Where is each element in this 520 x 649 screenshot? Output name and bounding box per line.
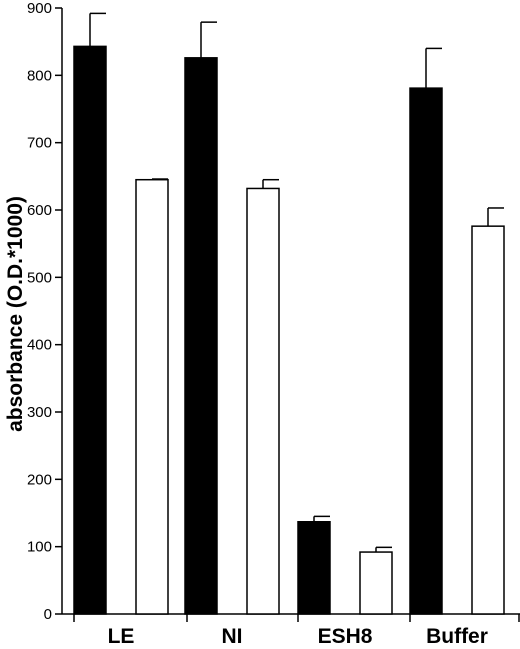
x-category-label: NI <box>222 625 243 648</box>
y-tick-label: 500 <box>27 269 52 286</box>
bar-esh8-white <box>359 551 393 615</box>
y-tick-label: 800 <box>27 67 52 84</box>
x-category-label: ESH8 <box>318 625 373 648</box>
bar-ni-white <box>246 187 280 615</box>
bar-esh8-black <box>297 521 331 615</box>
y-tick-label: 700 <box>27 135 52 152</box>
x-category-label: Buffer <box>426 625 488 648</box>
y-tick-label: 900 <box>27 0 52 17</box>
bar-le-white <box>135 178 169 615</box>
bar-le-black <box>73 45 107 615</box>
y-tick-label: 600 <box>27 202 52 219</box>
y-tick-label: 0 <box>44 606 52 623</box>
y-tick-label: 400 <box>27 337 52 354</box>
x-axis: LE NI ESH8 Buffer <box>62 613 520 648</box>
bar-buffer-white <box>471 225 505 615</box>
y-tick-label: 200 <box>27 471 52 488</box>
x-category-label: LE <box>108 625 135 648</box>
bar-buffer-black <box>409 87 443 615</box>
y-tick-label: 100 <box>27 539 52 556</box>
y-tick-label: 300 <box>27 404 52 421</box>
y-axis-title: absorbance (O.D.*1000) <box>4 196 27 432</box>
y-axis: 0 100 200 300 400 500 600 700 800 900 <box>27 0 63 623</box>
bars <box>73 12 505 615</box>
bar-ni-black <box>184 57 218 615</box>
